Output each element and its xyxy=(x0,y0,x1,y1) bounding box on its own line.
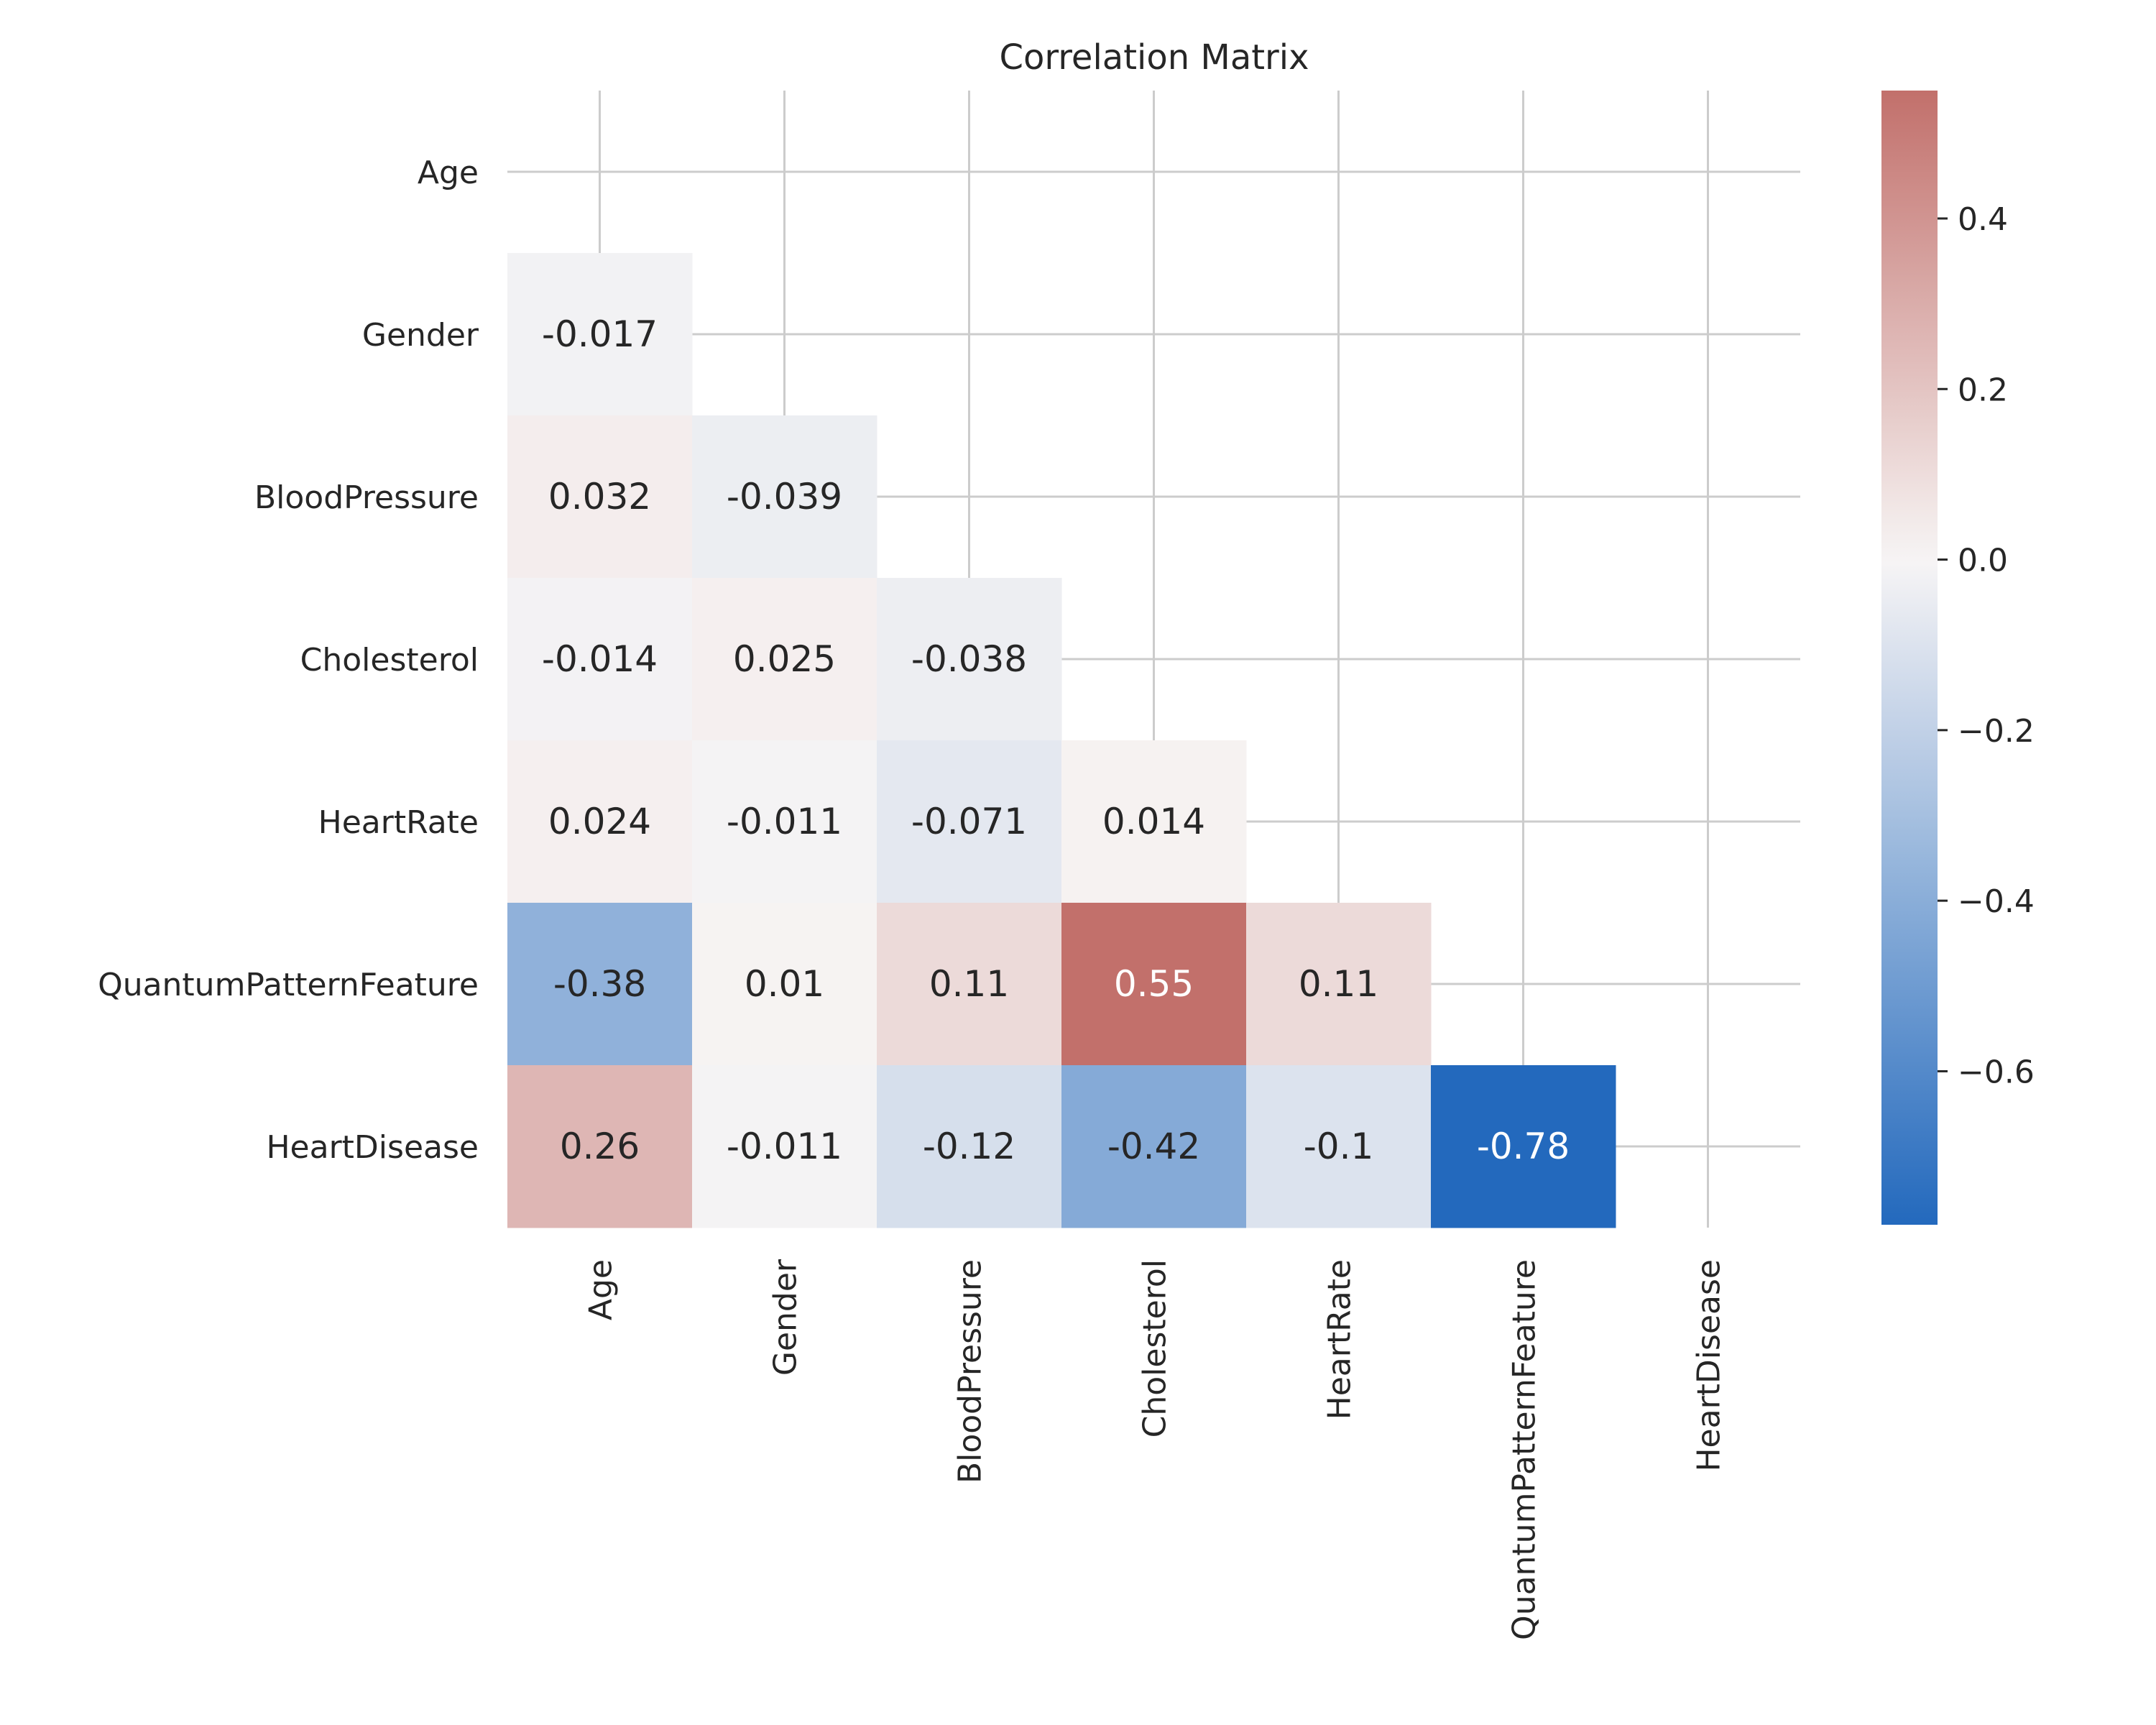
column-label-quantumpatternfeature: QuantumPatternFeature xyxy=(1506,1259,1543,1640)
cell-value-label: -0.1 xyxy=(1304,1126,1374,1167)
cell-value-label: 0.025 xyxy=(733,638,836,680)
cell-value-label: -0.011 xyxy=(727,801,842,842)
colorbar-gradient xyxy=(1881,91,1938,1225)
cell-value-label: 0.11 xyxy=(1299,963,1378,1005)
cell-value-label: 0.024 xyxy=(548,801,651,842)
colorbar-tick-label: −0.2 xyxy=(1958,713,2035,750)
colorbar-tick-label: −0.6 xyxy=(1958,1054,2035,1090)
column-labels: Age Gender BloodPressure Cholesterol HeartRa… xyxy=(583,1259,1728,1640)
column-label-bloodpressure: BloodPressure xyxy=(952,1259,989,1484)
heatmap-cell xyxy=(692,578,877,741)
cell-value-label: -0.038 xyxy=(911,638,1027,680)
cell-value-label: -0.78 xyxy=(1477,1126,1570,1167)
heatmap-cell xyxy=(507,903,693,1066)
heatmap-cell xyxy=(692,415,877,579)
row-label-bloodpressure: BloodPressure xyxy=(254,479,479,516)
cell-value-label: -0.38 xyxy=(553,963,646,1005)
heatmap-cell xyxy=(507,578,693,741)
colorbar-tick-label: 0.2 xyxy=(1958,372,2008,408)
heatmap-cell xyxy=(1061,740,1247,903)
cell-value-label: 0.55 xyxy=(1114,963,1194,1005)
heatmap-cell xyxy=(692,740,877,903)
column-label-heartdisease: HeartDisease xyxy=(1691,1259,1728,1472)
colorbar-tick-label: −0.4 xyxy=(1958,883,2035,920)
column-label-gender: Gender xyxy=(768,1259,804,1376)
heatmap-cell xyxy=(507,740,693,903)
heatmap-cell xyxy=(1431,1065,1616,1228)
colorbar: 0.4 0.2 0.0 −0.2 −0.4 −0.6 xyxy=(1881,91,2035,1225)
cell-value-label: 0.032 xyxy=(548,476,651,518)
chart-title: Correlation Matrix xyxy=(999,37,1309,78)
heatmap-cell xyxy=(1061,1065,1247,1228)
heatmap-cells: -0.017 0.032 -0.039 -0.014 0.025 -0.038 0.024 -… xyxy=(507,253,1616,1228)
cell-value-label: -0.071 xyxy=(911,801,1027,842)
heatmap-cell xyxy=(692,1065,877,1228)
heatmap-cell xyxy=(877,578,1062,741)
heatmap-cell xyxy=(1246,903,1432,1066)
heatmap-cell xyxy=(1061,903,1247,1066)
cell-value-label: 0.014 xyxy=(1102,801,1205,842)
cell-value-label: -0.039 xyxy=(727,476,842,518)
heatmap-cell xyxy=(507,253,693,416)
cell-value-label: -0.12 xyxy=(923,1126,1015,1167)
row-labels: Age Gender BloodPressure Cholesterol HeartRa… xyxy=(98,155,479,1166)
row-label-age: Age xyxy=(418,155,479,191)
colorbar-tick-label: 0.0 xyxy=(1958,543,2008,579)
heatmap-cell xyxy=(692,903,877,1066)
cell-value-label: -0.011 xyxy=(727,1126,842,1167)
cell-value-label: 0.26 xyxy=(560,1126,640,1167)
cell-value-label: 0.01 xyxy=(745,963,824,1005)
row-label-quantumpatternfeature: QuantumPatternFeature xyxy=(98,967,479,1003)
heatmap-cell xyxy=(507,415,693,579)
heatmap-cell xyxy=(1246,1065,1432,1228)
heatmap-cell xyxy=(877,903,1062,1066)
heatmap-cell xyxy=(877,1065,1062,1228)
column-label-cholesterol: Cholesterol xyxy=(1137,1259,1174,1438)
cell-value-label: -0.42 xyxy=(1107,1126,1200,1167)
cell-value-label: -0.014 xyxy=(542,638,658,680)
column-label-heartrate: HeartRate xyxy=(1322,1259,1358,1420)
row-label-gender: Gender xyxy=(362,317,479,354)
row-label-heartdisease: HeartDisease xyxy=(266,1129,479,1166)
heatmap-cell xyxy=(507,1065,693,1228)
cell-value-label: 0.11 xyxy=(929,963,1009,1005)
row-label-cholesterol: Cholesterol xyxy=(300,642,479,678)
heatmap-cell xyxy=(877,740,1062,903)
colorbar-tick-label: 0.4 xyxy=(1958,201,2008,238)
row-label-heartrate: HeartRate xyxy=(318,804,479,841)
cell-value-label: -0.017 xyxy=(542,313,658,355)
column-label-age: Age xyxy=(583,1259,619,1320)
